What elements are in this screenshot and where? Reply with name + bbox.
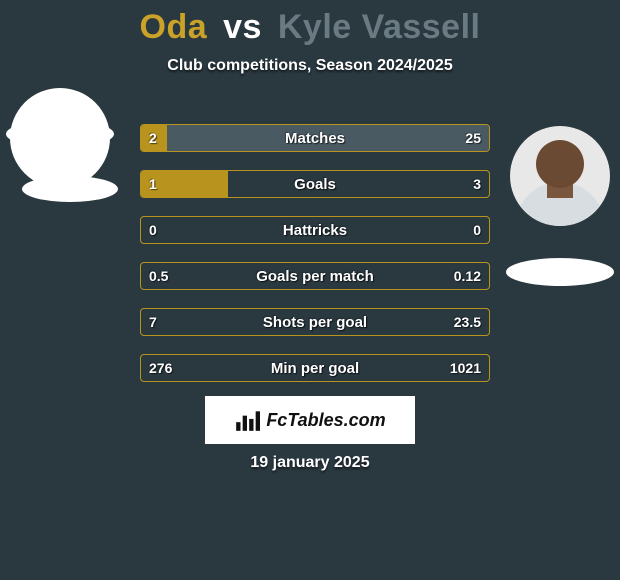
- stat-row: 225Matches: [140, 124, 490, 152]
- stat-label: Goals per match: [141, 263, 489, 289]
- stat-left-value: 276: [141, 355, 180, 381]
- stat-row: 276 1021Min per goal: [140, 354, 490, 382]
- decorative-ellipse: [22, 176, 118, 202]
- decorative-ellipse: [6, 120, 114, 148]
- stat-left-value: 0: [141, 217, 165, 243]
- bars-icon: [234, 407, 260, 433]
- stat-left-value: 0.5: [141, 263, 176, 289]
- stat-row: 13Goals: [140, 170, 490, 198]
- date-text: 19 january 2025: [0, 454, 620, 472]
- stat-right-value: 23.5: [446, 309, 489, 335]
- stat-left-value: 2: [141, 125, 165, 151]
- player2-name: Kyle Vassell: [278, 8, 481, 46]
- stat-right-value: 1021: [442, 355, 489, 381]
- vs-separator: vs: [223, 8, 262, 46]
- comparison-title: Oda vs Kyle Vassell: [0, 0, 620, 47]
- stat-right-value: 0.12: [446, 263, 489, 289]
- subtitle: Club competitions, Season 2024/2025: [0, 57, 620, 75]
- player2-avatar: [510, 126, 610, 226]
- stat-label: Shots per goal: [141, 309, 489, 335]
- stat-row: 7 23.5Shots per goal: [140, 308, 490, 336]
- stat-label: Min per goal: [141, 355, 489, 381]
- brand-badge: FcTables.com: [205, 396, 415, 444]
- stat-left-value: 7: [141, 309, 165, 335]
- player1-name: Oda: [140, 8, 208, 46]
- brand-text: FcTables.com: [266, 410, 385, 431]
- stat-right-value: 3: [465, 171, 489, 197]
- stat-row: 0 0Hattricks: [140, 216, 490, 244]
- stat-label: Hattricks: [141, 217, 489, 243]
- bar-fill-right: [167, 125, 489, 151]
- stat-right-value: 25: [457, 125, 489, 151]
- stat-right-value: 0: [465, 217, 489, 243]
- stat-left-value: 1: [141, 171, 165, 197]
- decorative-ellipse: [506, 258, 614, 286]
- comparison-bars: 225Matches13Goals00Hattricks0.50.12Goals…: [140, 124, 490, 400]
- stat-row: 0.5 0.12Goals per match: [140, 262, 490, 290]
